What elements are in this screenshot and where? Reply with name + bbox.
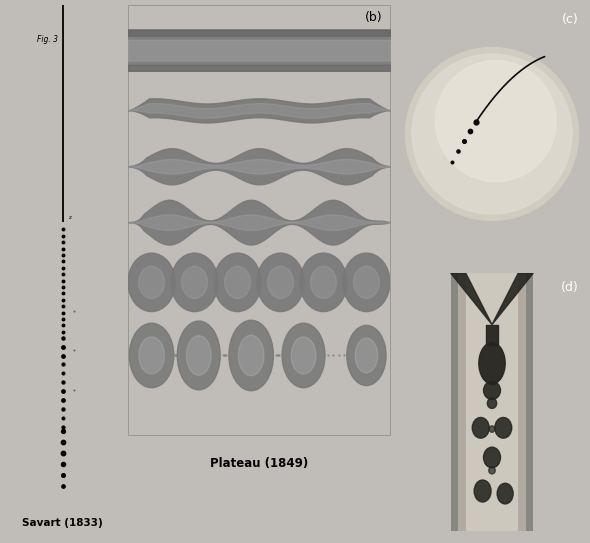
Ellipse shape (177, 321, 220, 390)
Ellipse shape (347, 325, 386, 386)
Ellipse shape (186, 336, 211, 375)
Ellipse shape (257, 253, 304, 312)
Ellipse shape (129, 323, 174, 388)
Ellipse shape (291, 337, 316, 374)
Ellipse shape (238, 335, 264, 376)
Ellipse shape (495, 418, 512, 438)
Ellipse shape (267, 266, 293, 299)
Ellipse shape (497, 483, 513, 504)
Polygon shape (451, 273, 492, 325)
Ellipse shape (355, 338, 378, 372)
Text: (a): (a) (8, 0, 25, 2)
Ellipse shape (472, 418, 489, 438)
Ellipse shape (489, 426, 495, 432)
Bar (451, 273, 533, 531)
Ellipse shape (225, 266, 251, 299)
Ellipse shape (479, 343, 505, 384)
Ellipse shape (474, 480, 491, 502)
Text: (b): (b) (365, 11, 382, 24)
Ellipse shape (300, 253, 347, 312)
Ellipse shape (435, 61, 556, 182)
Ellipse shape (229, 320, 273, 391)
Bar (466, 273, 519, 531)
Ellipse shape (139, 337, 165, 374)
Text: Fig. 3: Fig. 3 (37, 35, 58, 43)
Ellipse shape (182, 266, 208, 299)
Text: (d): (d) (560, 281, 578, 294)
Ellipse shape (214, 253, 261, 312)
Text: Savart (1833): Savart (1833) (22, 517, 103, 528)
Text: Plateau (1849): Plateau (1849) (210, 457, 308, 470)
Bar (526, 273, 533, 531)
Ellipse shape (128, 253, 175, 312)
Ellipse shape (484, 381, 500, 400)
Ellipse shape (487, 398, 497, 408)
Text: (c): (c) (562, 12, 578, 26)
Ellipse shape (139, 266, 165, 299)
Ellipse shape (484, 447, 500, 468)
Text: z: z (68, 216, 71, 220)
Ellipse shape (489, 467, 495, 474)
Ellipse shape (282, 323, 325, 388)
Ellipse shape (412, 54, 572, 214)
Ellipse shape (353, 266, 379, 299)
Ellipse shape (343, 253, 390, 312)
Ellipse shape (171, 253, 218, 312)
Polygon shape (492, 273, 533, 325)
Ellipse shape (310, 266, 336, 299)
Bar (451, 273, 458, 531)
Ellipse shape (405, 48, 578, 220)
